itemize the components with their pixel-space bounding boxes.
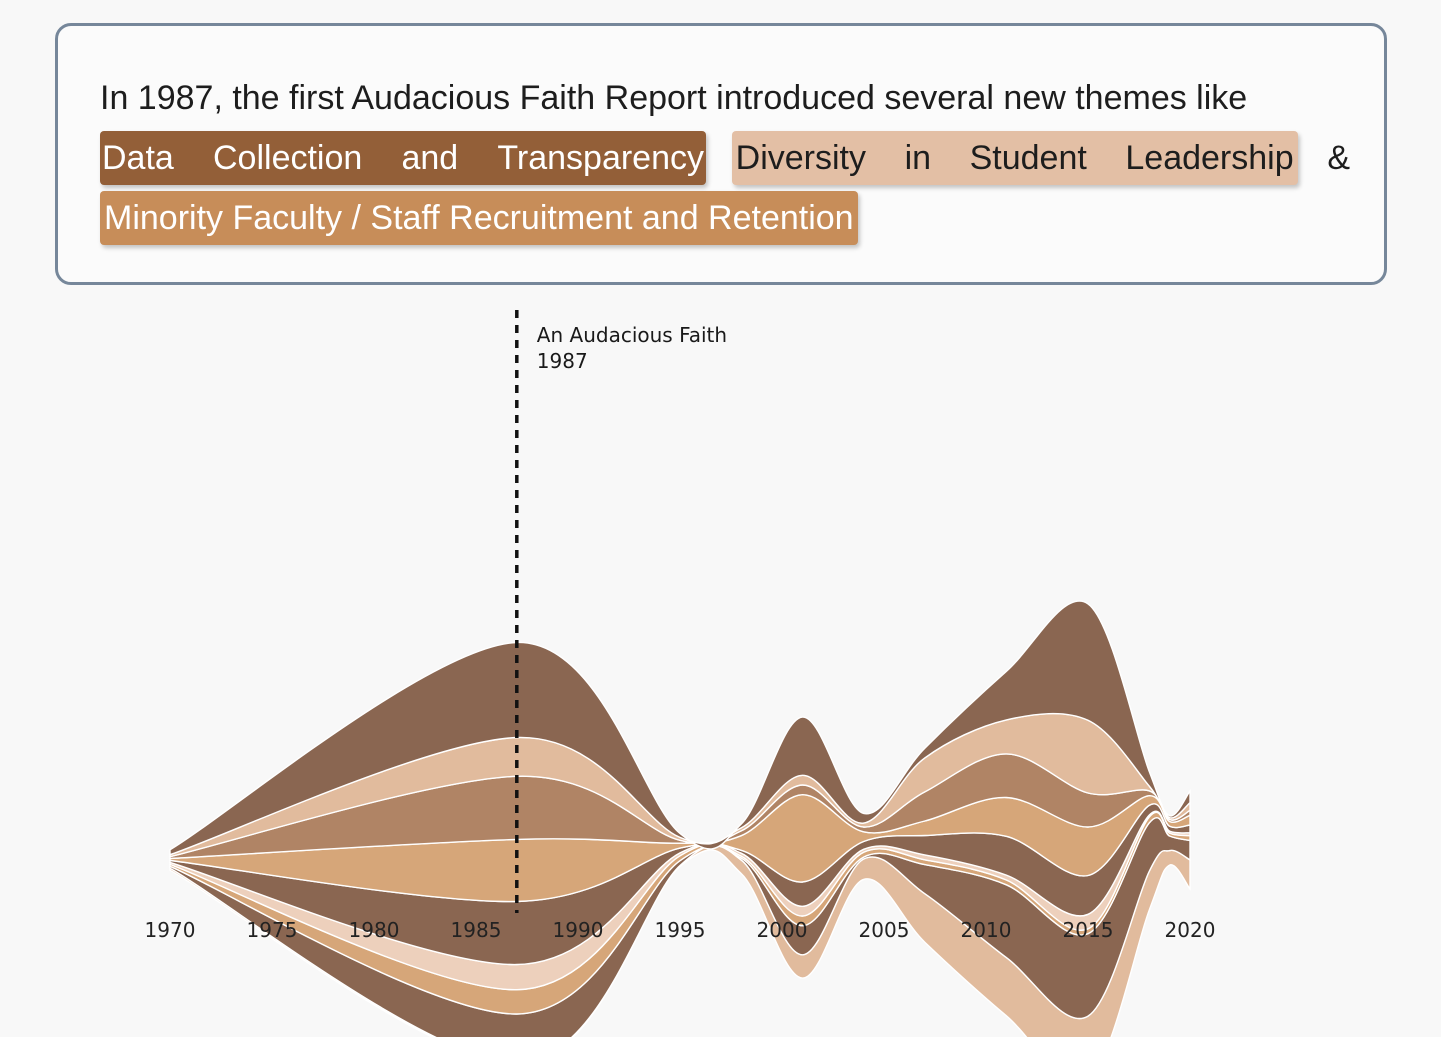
caption-conjunction: & [1327,138,1350,177]
theme-chip-data-collection-and-transparency[interactable]: Data Collection and Transparency [100,131,706,185]
x-tick-label: 1970 [145,918,196,942]
x-axis-ticks: 1970 1975 1980 1985 1990 1995 2000 2005 2010 2015… [145,918,1216,942]
story-caption-card: In 1987, the first Audacious Faith Repor… [55,23,1387,285]
x-tick-label: 2005 [859,918,910,942]
theme-chip-word: Diversity [735,138,866,177]
x-tick-label: 1990 [553,918,604,942]
theme-chip-word: Data [102,138,174,177]
x-tick-label: 1985 [451,918,502,942]
x-tick-label: 2000 [757,918,808,942]
theme-chip-word: Student [969,138,1087,177]
x-tick-label: 2015 [1063,918,1114,942]
annotation-year: 1987 [537,349,588,373]
stream-layer-9[interactable] [169,600,1191,856]
caption-theme-line: Data Collection and Transparency Diversi… [100,130,1350,186]
theme-chip-minority-faculty-staff-recruitment[interactable]: Minority Faculty / Staff Recruitment and… [100,191,858,245]
theme-chip-diversity-in-student-leadership[interactable]: Diversity in Student Leadership [731,131,1298,185]
x-tick-label: 1995 [655,918,706,942]
caption-intro: In 1987, the first Audacious Faith Repor… [100,78,1248,117]
theme-chip-word: Transparency [497,138,704,177]
theme-chip-word: in [904,138,932,177]
x-tick-label: 2020 [1165,918,1216,942]
x-tick-label: 1975 [247,918,298,942]
theme-chip-word: Leadership [1125,138,1294,177]
x-tick-label: 1980 [349,918,400,942]
annotation-label: An Audacious Faith [537,323,727,347]
x-tick-label: 2010 [961,918,1012,942]
theme-chip-word: and [401,138,459,177]
theme-chip-word: Collection [213,138,363,177]
caption-theme-line: Minority Faculty / Staff Recruitment and… [100,190,1350,246]
stream-layers [169,600,1191,1037]
